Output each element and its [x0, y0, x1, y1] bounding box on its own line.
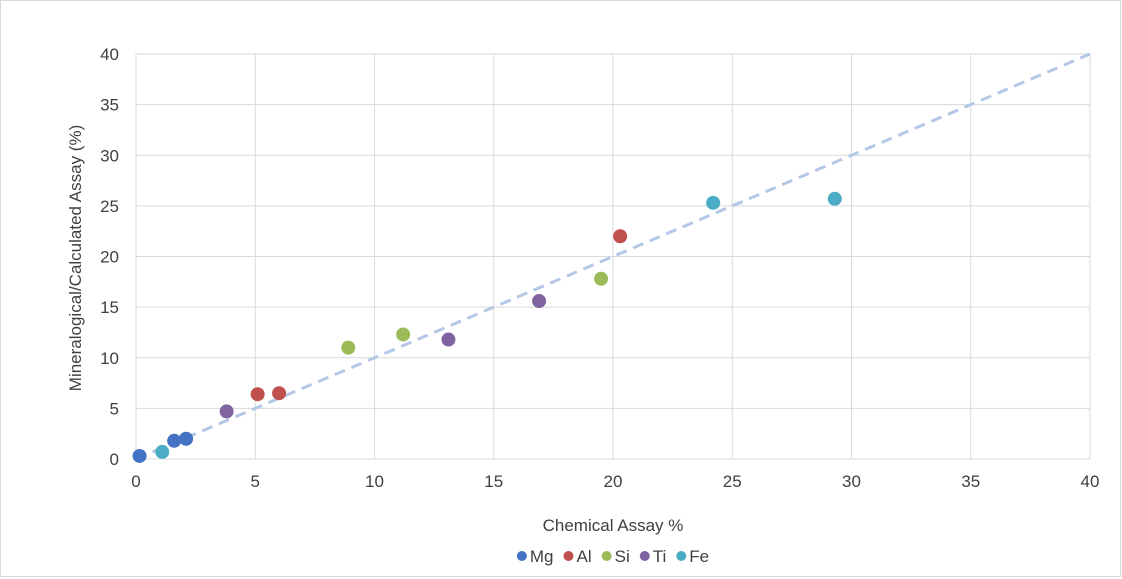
y-tick-label: 15	[100, 298, 119, 317]
data-point-ti	[219, 404, 234, 419]
legend-label: Mg	[530, 547, 554, 566]
data-point-si	[396, 327, 411, 342]
legend: Mg Al Si Ti Fe	[516, 547, 709, 566]
legend-marker	[563, 551, 574, 561]
legend-label: Ti	[653, 547, 667, 566]
data-point-ti	[532, 294, 547, 309]
data-point-si	[341, 340, 356, 355]
data-point-fe	[827, 191, 842, 206]
x-tick-label: 25	[723, 472, 742, 491]
x-tick-label: 0	[131, 472, 140, 491]
x-tick-label: 10	[365, 472, 384, 491]
x-tick-label: 35	[961, 472, 980, 491]
y-tick-label: 35	[100, 96, 119, 115]
data-point-fe	[706, 195, 721, 210]
tick-labels: 0 5 10 15 20 25 30 35 40 0 5 10 15 20 25 30 35 40	[100, 45, 1099, 491]
data-point-mg	[179, 431, 194, 446]
legend-item-si: Si	[601, 547, 630, 566]
data-points	[132, 191, 842, 463]
data-point-al	[613, 229, 628, 244]
data-point-mg	[167, 433, 182, 448]
x-axis-title: Chemical Assay %	[543, 516, 684, 535]
gridlines	[135, 53, 1091, 460]
data-point-mg	[132, 448, 147, 463]
legend-marker	[676, 551, 687, 561]
y-tick-label: 0	[110, 450, 119, 469]
data-point-al	[250, 387, 265, 402]
data-point-al	[272, 386, 287, 401]
data-point-ti	[441, 332, 456, 347]
y-tick-label: 30	[100, 146, 119, 165]
legend-marker	[601, 551, 612, 561]
x-tick-label: 40	[1081, 472, 1100, 491]
legend-item-mg: Mg	[516, 547, 554, 566]
legend-item-fe: Fe	[676, 547, 709, 566]
data-point-si	[594, 271, 609, 286]
legend-label: Fe	[689, 547, 709, 566]
x-tick-label: 30	[842, 472, 861, 491]
legend-marker	[639, 551, 650, 561]
y-tick-label: 40	[100, 45, 119, 64]
x-tick-label: 5	[251, 472, 260, 491]
y-axis-title: Mineralogical/Calculated Assay (%)	[66, 125, 85, 391]
y-tick-label: 20	[100, 248, 119, 267]
legend-marker	[516, 551, 527, 561]
legend-label: Si	[615, 547, 630, 566]
y-tick-label: 5	[110, 399, 119, 418]
y-tick-label: 10	[100, 349, 119, 368]
legend-item-al: Al	[563, 547, 592, 566]
x-tick-label: 15	[484, 472, 503, 491]
legend-item-ti: Ti	[639, 547, 667, 566]
reference-line	[135, 52, 1091, 461]
reference-line-layer	[135, 52, 1091, 461]
y-tick-label: 25	[100, 197, 119, 216]
data-point-fe	[155, 444, 170, 459]
x-tick-label: 20	[604, 472, 623, 491]
legend-label: Al	[577, 547, 592, 566]
